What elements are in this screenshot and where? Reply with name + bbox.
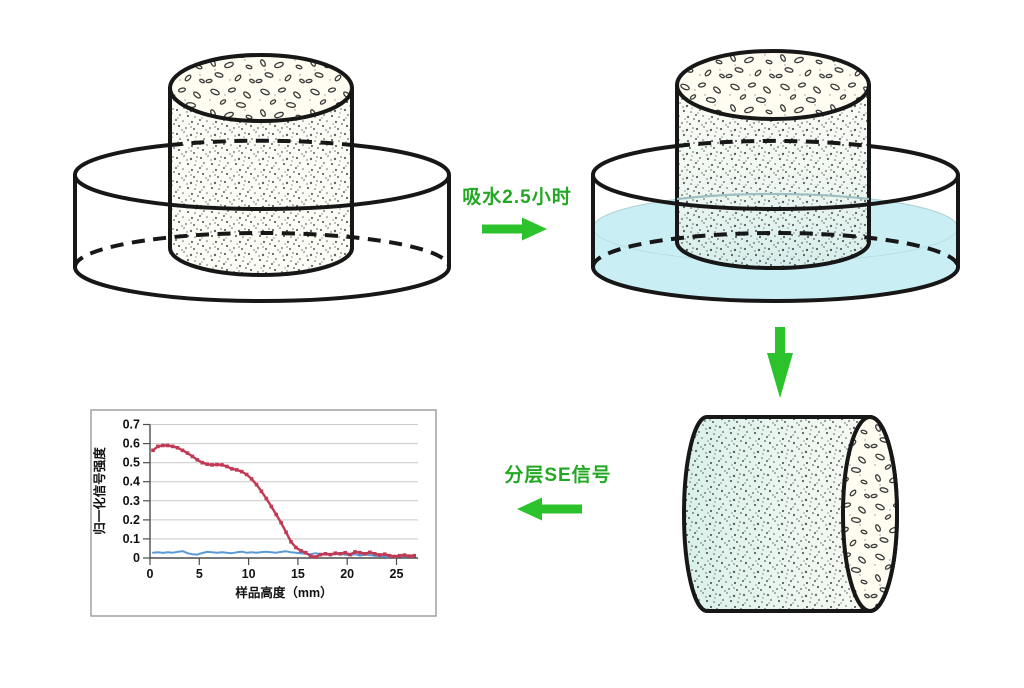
y-axis-title: 归一化信号强度 (92, 447, 107, 535)
svg-text:10: 10 (242, 567, 256, 581)
dry-sample-figure (73, 53, 452, 303)
sample-cylinder-wet (675, 49, 871, 270)
svg-text:0: 0 (147, 567, 154, 581)
down-arrow-icon (767, 327, 793, 398)
chart-axes (143, 423, 418, 565)
dish-wireframe (591, 138, 960, 303)
svg-text:0.1: 0.1 (123, 532, 140, 546)
right-arrow-icon (482, 217, 547, 241)
soaking-sample-figure (591, 49, 960, 303)
x-axis-title: 样品高度（mm） (235, 585, 332, 600)
svg-text:0.3: 0.3 (123, 494, 140, 508)
svg-text:0: 0 (133, 551, 140, 565)
chart-series (151, 443, 416, 559)
svg-text:0.5: 0.5 (123, 456, 140, 470)
svg-text:0.4: 0.4 (123, 475, 140, 489)
sample-cylinder-dry (168, 53, 354, 277)
dish-wireframe (73, 138, 452, 303)
svg-text:0.6: 0.6 (123, 437, 140, 451)
horizontal-cylinder (682, 415, 899, 613)
left-arrow-icon (517, 497, 582, 521)
svg-text:0.2: 0.2 (123, 513, 140, 527)
soak-duration-label: 吸水2.5小时 (462, 187, 572, 208)
svg-text:25: 25 (390, 567, 404, 581)
horizontal-sample-figure (682, 415, 899, 613)
svg-text:15: 15 (291, 567, 305, 581)
layered-signal-label: 分层SE信号 (504, 465, 612, 486)
svg-text:0.7: 0.7 (123, 418, 140, 432)
svg-text:20: 20 (340, 567, 354, 581)
signal-chart-svg: 0 0.1 0.2 0.3 0.4 0.5 0.6 0.7 0 5 10 15 20 25 归一化信号强度… (90, 409, 437, 617)
chart-gridlines (150, 424, 418, 540)
chart-tick-labels: 0 0.1 0.2 0.3 0.4 0.5 0.6 0.7 0 5 10 15 20 25 (123, 418, 404, 582)
chart-frame (90, 409, 437, 617)
water-level-line (676, 192, 870, 201)
svg-text:5: 5 (196, 567, 203, 581)
